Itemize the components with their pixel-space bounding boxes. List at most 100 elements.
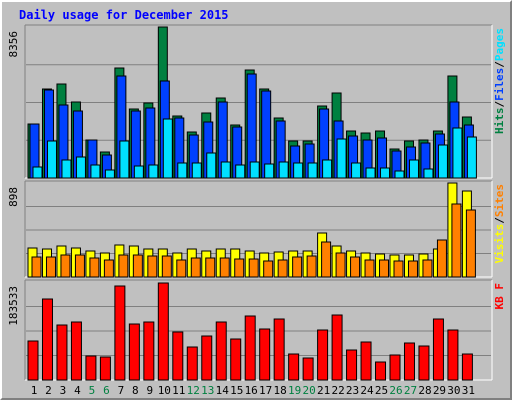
x-tick-label-day-9: 9 [147,384,154,397]
bar-sites-day-3 [60,254,71,278]
legend-1: Hits/Files/Pages [493,28,506,134]
bar-kb-f-day-17 [259,328,271,381]
x-tick-label-day-2: 2 [45,384,52,397]
bar-pages-day-21 [322,159,333,179]
bar-kb-f-day-26 [389,354,401,381]
bar-kb-f-day-8 [128,323,140,381]
bar-kb-f-day-5 [85,355,97,381]
bar-kb-f-day-16 [244,315,256,381]
bar-pages-day-20 [307,162,318,179]
x-tick-label-day-8: 8 [132,384,139,397]
legend-3: KB F [493,283,506,310]
bar-sites-day-10 [161,255,172,278]
bar-pages-day-30 [452,127,463,179]
bar-pages-day-28 [423,168,434,179]
bar-pages-day-7 [119,140,130,179]
x-tick-label-day-28: 28 [418,384,431,397]
bar-kb-f-day-30 [447,329,459,381]
x-tick-label-day-20: 20 [302,384,315,397]
bar-sites-day-1 [31,256,42,278]
bar-sites-day-13 [205,257,216,278]
bar-pages-day-22 [336,138,347,179]
bar-sites-day-16 [248,258,259,278]
bar-pages-day-3 [61,159,72,179]
y-max-label-1: 8356 [7,31,20,58]
bar-sites-day-4 [74,254,85,278]
bar-kb-f-day-24 [360,341,372,381]
bar-kb-f-day-28 [418,345,430,381]
bar-kb-f-day-20 [302,357,314,381]
bar-kb-f-day-12 [186,346,198,381]
bar-kb-f-day-7 [114,285,126,381]
bar-kb-f-day-9 [143,321,155,381]
x-tick-label-day-7: 7 [118,384,125,397]
bar-kb-f-day-19 [288,353,300,381]
bar-pages-day-1 [32,166,43,179]
legend-entry: Visits [493,224,506,264]
bar-pages-day-15 [235,164,246,179]
legend-entry: Hits [493,108,506,135]
bar-pages-day-4 [75,156,86,179]
bar-kb-f-day-14 [215,321,227,381]
bar-kb-f-day-6 [99,356,111,381]
x-tick-label-day-18: 18 [274,384,287,397]
bar-kb-f-day-22 [331,314,343,381]
bar-kb-f-day-23 [346,349,358,381]
bar-sites-day-29 [436,239,447,278]
legend-entry: Files [493,68,506,101]
bar-pages-day-6 [104,169,115,179]
bar-pages-day-31 [466,136,477,179]
bar-sites-day-15 [234,258,245,278]
chart-title: Daily usage for December 2015 [19,8,229,22]
bar-sites-day-14 [219,257,230,278]
x-tick-label-day-26: 26 [389,384,402,397]
legend-entry: / [493,61,506,68]
bar-sites-day-21 [321,241,332,278]
bar-pages-day-23 [351,162,362,179]
bar-pages-day-29 [437,144,448,179]
bar-sites-day-8 [132,254,143,278]
x-tick-label-day-12: 12 [187,384,200,397]
bar-kb-f-day-21 [317,329,329,381]
x-tick-label-day-15: 15 [230,384,243,397]
bar-kb-f-day-2 [41,298,53,381]
x-tick-label-day-3: 3 [60,384,67,397]
x-tick-label-day-23: 23 [346,384,359,397]
bar-kb-f-day-18 [273,318,285,381]
x-tick-label-day-14: 14 [216,384,230,397]
bar-pages-day-16 [249,161,260,179]
x-tick-label-day-29: 29 [433,384,446,397]
bar-sites-day-31 [465,209,476,278]
bar-sites-day-20 [306,255,317,278]
bar-sites-day-17 [263,260,274,278]
bar-sites-day-11 [176,259,187,278]
bar-sites-day-12 [190,257,201,278]
bar-sites-day-23 [350,256,361,278]
bar-pages-day-11 [177,162,188,179]
bar-sites-day-28 [422,259,433,278]
bar-pages-day-10 [162,118,173,179]
y-max-label-3: 183533 [7,286,20,326]
bar-kb-f-day-4 [70,321,82,381]
x-tick-label-day-5: 5 [89,384,96,397]
x-tick-label-day-4: 4 [74,384,81,397]
bar-kb-f-day-25 [375,361,387,381]
x-tick-label-day-10: 10 [158,384,171,397]
bar-pages-day-9 [148,164,159,179]
bar-sites-day-24 [364,259,375,278]
bar-pages-day-13 [206,152,217,179]
bar-sites-day-22 [335,252,346,278]
legend-entry: / [493,101,506,108]
x-tick-label-day-13: 13 [201,384,214,397]
bar-pages-day-24 [365,167,376,179]
bar-sites-day-26 [393,260,404,278]
bar-kb-f-day-27 [403,342,415,381]
bar-pages-day-27 [408,159,419,179]
x-tick-label-day-17: 17 [259,384,272,397]
bar-kb-f-day-10 [157,282,169,381]
x-tick-label-day-1: 1 [31,384,38,397]
bar-sites-day-2 [45,256,56,278]
bar-pages-day-12 [191,162,202,179]
